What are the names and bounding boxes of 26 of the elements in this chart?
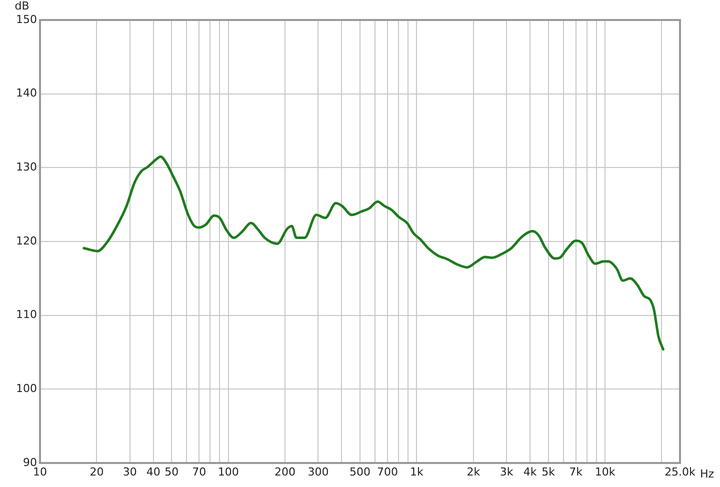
x-tick-label: 500 <box>350 465 370 478</box>
x-tick-label: 25.0k <box>664 465 696 478</box>
x-tick-label: 5k <box>542 465 556 478</box>
x-tick-label: 7k <box>569 465 584 478</box>
x-tick-label: 30 <box>122 465 137 478</box>
x-tick-label: 3k <box>500 465 514 478</box>
x-tick-label: 1k <box>410 465 424 478</box>
x-tick-label: 100 <box>218 465 239 478</box>
x-tick-label: 40 <box>146 465 160 478</box>
x-tick-label: 700 <box>377 465 398 478</box>
y-tick-label: 130 <box>16 160 37 174</box>
y-tick-label: 120 <box>16 234 37 248</box>
x-tick-label: 70 <box>192 465 206 478</box>
x-tick-label: 10k <box>594 465 616 478</box>
y-tick-label: 140 <box>16 86 37 100</box>
x-axis-title: Hz <box>700 467 714 480</box>
x-tick-label: 200 <box>274 465 296 478</box>
y-axis-title: dB <box>14 0 30 12</box>
x-tick-label: 300 <box>308 465 329 478</box>
x-tick-label: 50 <box>164 465 179 478</box>
y-tick-label: 100 <box>16 382 37 396</box>
x-tick-label: 4k <box>523 465 538 478</box>
y-tick-label: 110 <box>16 308 37 322</box>
x-tick-label: 20 <box>90 465 104 478</box>
x-tick-label: 2k <box>466 465 481 478</box>
y-tick-label: 150 <box>16 12 37 26</box>
